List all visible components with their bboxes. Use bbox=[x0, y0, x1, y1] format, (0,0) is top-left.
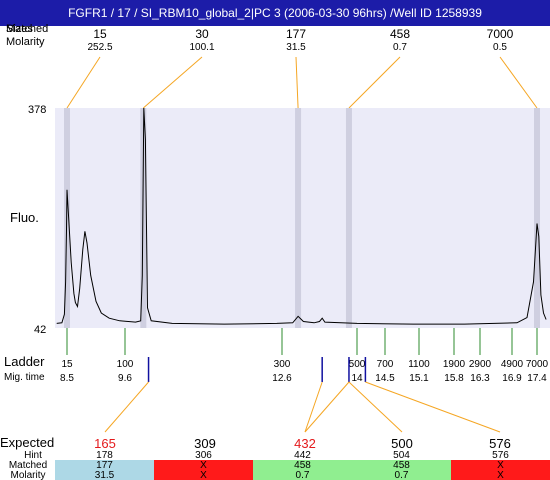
ladder-size-label: 1900 bbox=[443, 359, 466, 370]
peak-band-2 bbox=[295, 108, 302, 328]
ladder-size-label: 300 bbox=[274, 359, 291, 370]
match-status-cell bbox=[352, 460, 451, 480]
peak-size-label: 458 bbox=[390, 27, 410, 41]
peak-connector bbox=[348, 56, 401, 109]
peak-connector bbox=[499, 56, 538, 109]
molarity-value: X bbox=[497, 470, 504, 480]
expected-connector bbox=[365, 381, 501, 433]
ladder-time-label: 17.4 bbox=[527, 373, 547, 384]
matched-value: X bbox=[200, 460, 207, 471]
y-axis-label: Fluo. bbox=[10, 210, 39, 225]
sizes-label: Sizes bbox=[6, 23, 33, 35]
peak-size-label: 7000 bbox=[487, 27, 514, 41]
mig-time-label: Mig. time bbox=[4, 372, 45, 383]
expected-value: 165 bbox=[94, 436, 116, 451]
match-status-cell bbox=[55, 460, 154, 480]
peak-molarity-label: 100.1 bbox=[189, 42, 214, 53]
expected-value: 500 bbox=[391, 436, 413, 451]
peak-molarity-label: 0.5 bbox=[493, 42, 507, 53]
matched-value: 458 bbox=[294, 460, 311, 471]
expected-connector bbox=[304, 381, 323, 433]
ladder-time-label: 16.3 bbox=[470, 373, 490, 384]
peak-connector bbox=[66, 56, 101, 109]
expected-label: Expected bbox=[0, 435, 54, 450]
hint-value: 576 bbox=[492, 450, 509, 461]
peak-size-label: 177 bbox=[286, 27, 306, 41]
matched-value: X bbox=[497, 460, 504, 471]
ladder-time-label: 15.1 bbox=[409, 373, 429, 384]
peak-band-4 bbox=[534, 108, 540, 328]
ladder-time-label: 16.9 bbox=[502, 373, 522, 384]
ladder-size-label: 700 bbox=[377, 359, 394, 370]
ladder-time-label: 12.6 bbox=[272, 373, 292, 384]
expected-connector bbox=[304, 381, 350, 433]
match-status-cell bbox=[154, 460, 253, 480]
plot-area bbox=[55, 108, 550, 328]
hint-value: 178 bbox=[96, 450, 113, 461]
ladder-time-label: 9.6 bbox=[118, 373, 132, 384]
molarity-value: X bbox=[200, 470, 207, 480]
expected-value: 576 bbox=[489, 436, 511, 451]
match-status-cell bbox=[253, 460, 352, 480]
ladder-time-label: 14.5 bbox=[375, 373, 395, 384]
window-title: FGFR1 / 17 / SI_RBM10_global_2|PC 3 (200… bbox=[0, 0, 550, 26]
expected-value: 309 bbox=[194, 436, 216, 451]
ladder-time-label: 14 bbox=[351, 373, 363, 384]
molarity-value: 0.7 bbox=[395, 470, 409, 480]
hint-value: 504 bbox=[393, 450, 410, 461]
ladder-label: Ladder bbox=[4, 354, 45, 369]
matched-label-top: Matched bbox=[6, 23, 48, 35]
molarity-value: 31.5 bbox=[95, 470, 115, 480]
ladder-size-label: 7000 bbox=[526, 359, 549, 370]
peak-band-3 bbox=[345, 108, 352, 328]
molarity-label-top: Molarity bbox=[6, 36, 45, 48]
peak-molarity-label: 0.7 bbox=[393, 42, 407, 53]
ladder-time-label: 15.8 bbox=[444, 373, 464, 384]
peak-size-label: 30 bbox=[195, 27, 209, 41]
ladder-size-label: 15 bbox=[61, 359, 73, 370]
ladder-size-label: 1100 bbox=[408, 359, 430, 370]
molarity-value: 0.7 bbox=[296, 470, 310, 480]
peak-molarity-label: 31.5 bbox=[286, 42, 306, 53]
expected-value: 432 bbox=[294, 436, 316, 451]
peak-molarity-label: 252.5 bbox=[87, 42, 112, 53]
peak-band-1 bbox=[140, 108, 147, 328]
ladder-size-label: 100 bbox=[117, 359, 134, 370]
matched-value: 458 bbox=[393, 460, 410, 471]
ladder-size-label: 4900 bbox=[501, 359, 524, 370]
matched-label: Matched bbox=[9, 460, 47, 471]
peak-connector bbox=[295, 56, 299, 109]
match-status-cell bbox=[451, 460, 550, 480]
hint-value: 442 bbox=[294, 450, 311, 461]
ladder-size-label: 2900 bbox=[469, 359, 492, 370]
y-tick-min: 42 bbox=[34, 324, 46, 336]
peak-connector bbox=[142, 56, 203, 109]
peak-size-label: 15 bbox=[93, 27, 107, 41]
expected-connector bbox=[348, 381, 403, 433]
fluorescence-trace bbox=[56, 107, 547, 325]
molarity-label: Molarity bbox=[10, 470, 45, 480]
matched-value: 177 bbox=[96, 460, 113, 471]
y-tick-max: 378 bbox=[28, 104, 46, 116]
expected-connector bbox=[104, 381, 149, 433]
hint-value: 306 bbox=[195, 450, 212, 461]
ladder-time-label: 8.5 bbox=[60, 373, 74, 384]
ladder-size-label: 500 bbox=[349, 359, 366, 370]
hint-label: Hint bbox=[24, 450, 42, 461]
